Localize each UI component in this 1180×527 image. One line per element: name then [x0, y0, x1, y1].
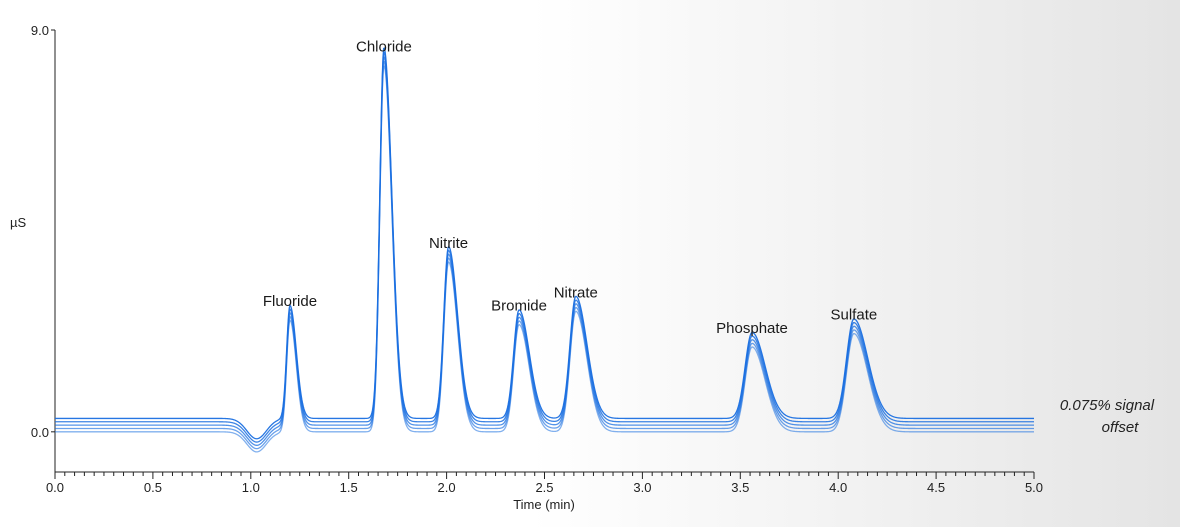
x-tick-label: 5.0	[1025, 480, 1043, 495]
chromatogram-trace	[55, 60, 1034, 450]
x-tick-label: 1.5	[340, 480, 358, 495]
signal-offset-note-line2: offset	[1102, 419, 1140, 436]
signal-offset-note-line1: 0.075% signal	[1060, 397, 1155, 414]
x-tick-label: 2.0	[438, 480, 456, 495]
y-tick-label: 9.0	[31, 23, 49, 38]
axes: 0.0 0.5 1.0 1.5 2.0 2.5 3.0 3.5 4.0 4.5 5.0 9.0 0.0	[31, 23, 1043, 495]
x-axis-title: Time (min)	[513, 497, 575, 512]
x-tick-label: 4.0	[829, 480, 847, 495]
peak-label: Chloride	[356, 39, 412, 56]
chromatogram-trace	[55, 47, 1034, 440]
peak-label: Phosphate	[716, 320, 788, 337]
chromatogram-trace	[55, 56, 1034, 446]
x-tick-label: 3.0	[633, 480, 651, 495]
x-tick-label: 4.5	[927, 480, 945, 495]
chromatogram-trace	[55, 65, 1034, 453]
x-tick-label: 0.0	[46, 480, 64, 495]
peak-labels: Fluoride Chloride Nitrite Bromide Nitrate Pho…	[263, 39, 877, 337]
chromatogram-trace	[55, 51, 1034, 443]
x-tick-label: 1.0	[242, 480, 260, 495]
peak-label: Sulfate	[831, 307, 878, 324]
traces	[55, 47, 1034, 453]
y-tick-label: 0.0	[31, 425, 49, 440]
x-tick-label: 3.5	[731, 480, 749, 495]
peak-label: Nitrite	[429, 235, 468, 252]
peak-label: Bromide	[491, 298, 547, 315]
peak-label: Fluoride	[263, 293, 317, 310]
x-tick-label: 0.5	[144, 480, 162, 495]
peak-label: Nitrate	[554, 284, 598, 301]
y-axis-title: µS	[10, 215, 26, 230]
x-tick-label: 2.5	[535, 480, 553, 495]
